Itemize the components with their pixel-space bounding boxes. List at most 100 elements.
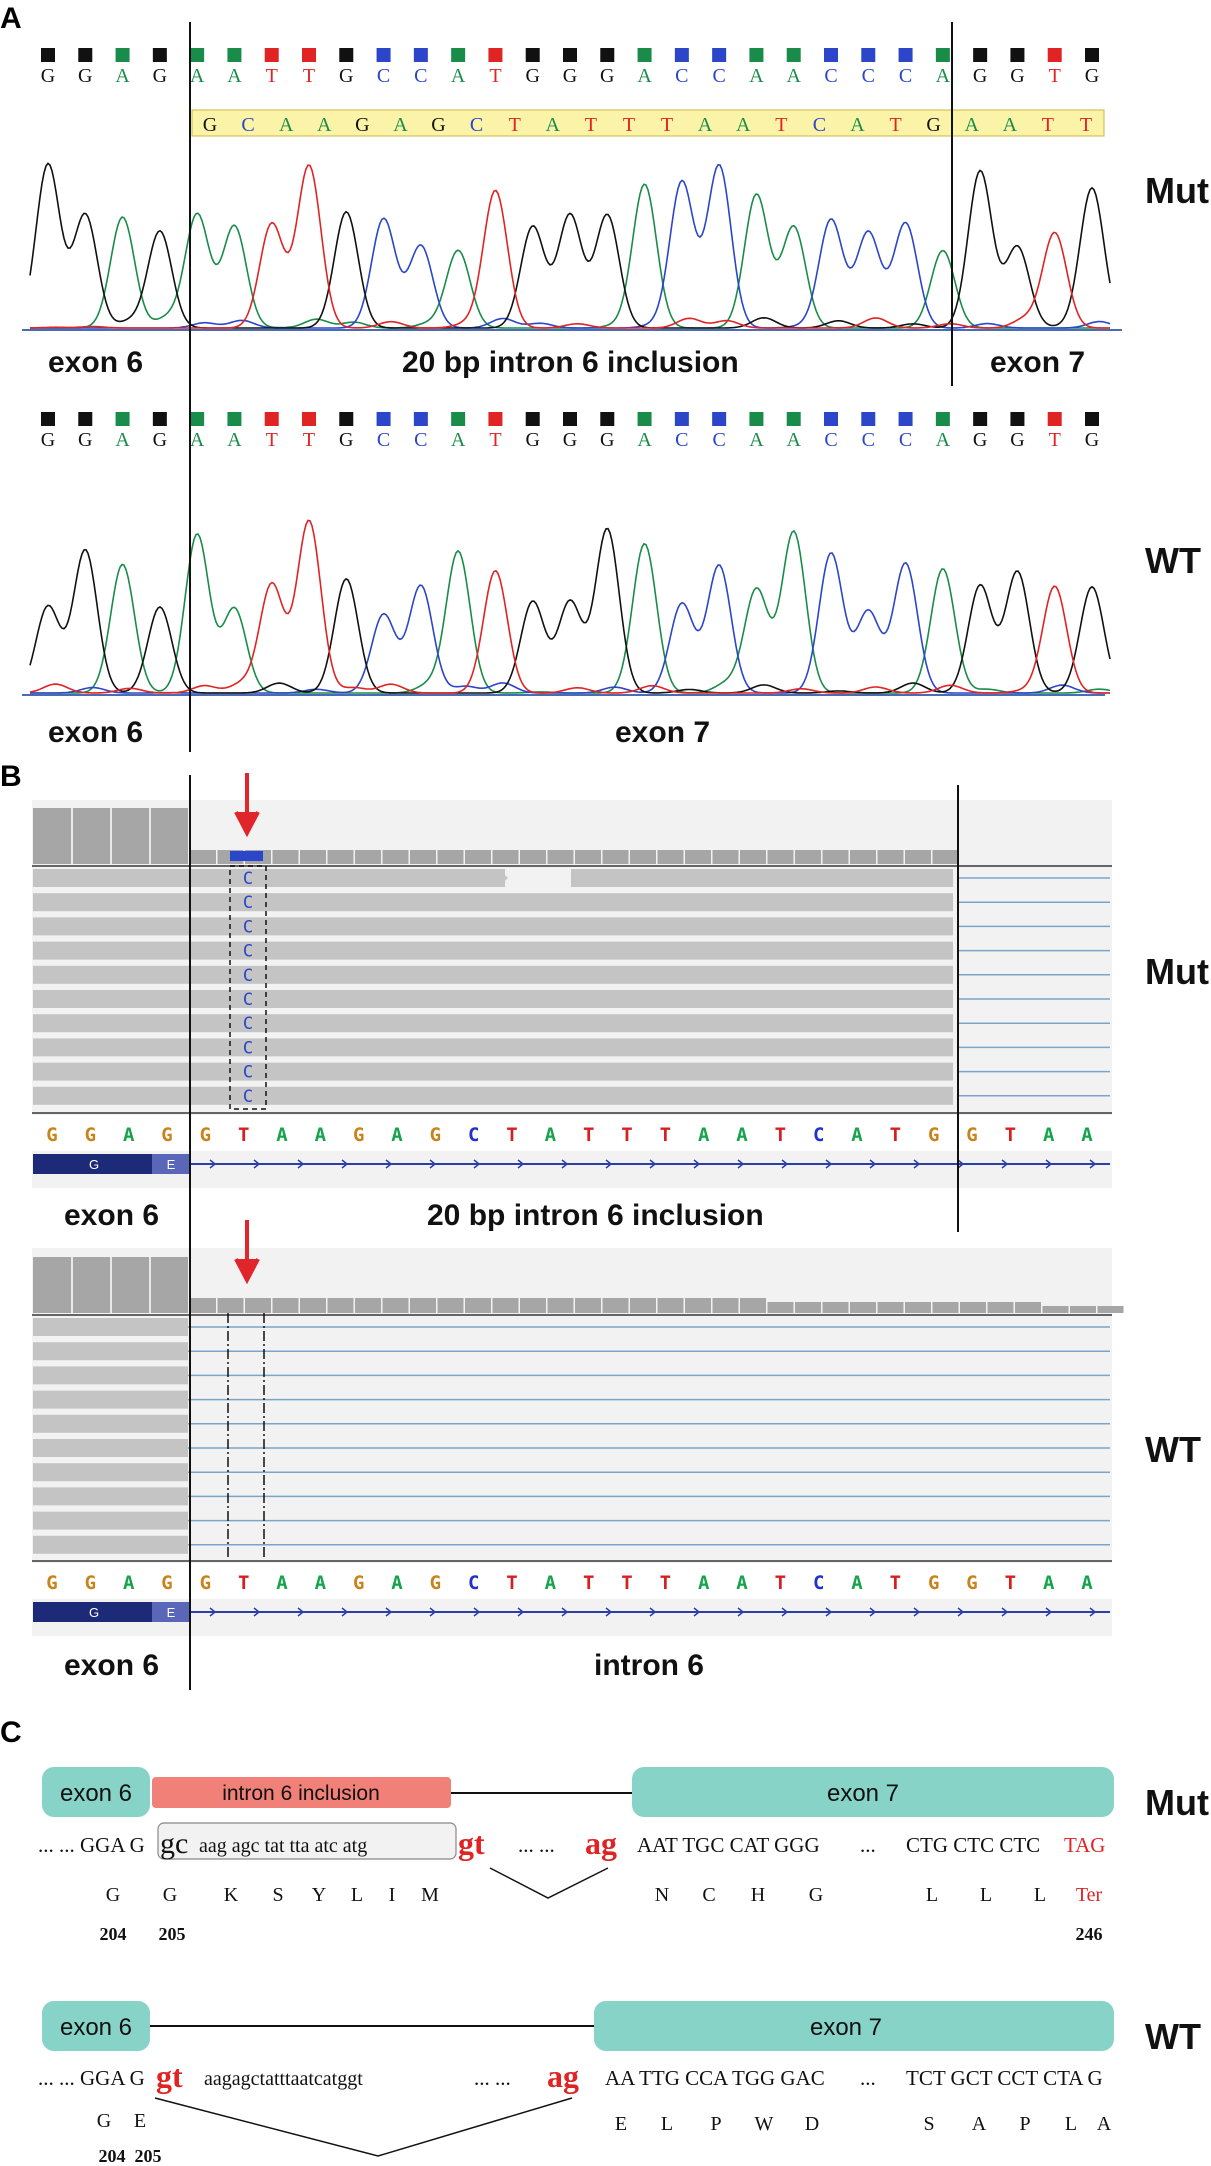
panel-a-label: A [0,2,22,35]
read-bar [33,1414,188,1433]
strand-chevron-icon [869,1159,877,1169]
c-wt-exon7-label: exon 7 [810,2014,882,2041]
reference-base: G [85,1572,96,1594]
coverage-bar [657,1298,684,1313]
mismatch-base: C [243,869,253,889]
base-call-letter: G [973,65,987,87]
coverage-bar [1070,1306,1096,1313]
gene-aa-label: G [89,1157,99,1172]
base-call-letter: A [227,429,242,451]
mismatch-base: C [243,990,253,1010]
c-mut-inclusion-seq-box [157,1822,457,1860]
base-call-letter: T [266,429,278,451]
coverage-bar [355,850,381,864]
reference-track-bg [32,1563,1112,1599]
base-call-square [227,48,242,62]
reference-base: T [660,1124,671,1146]
base-call-letter: G [339,65,353,87]
base-call-letter: C [414,429,427,451]
reference-base: T [775,1124,786,1146]
coverage-bar [547,1298,574,1313]
base-call-letter: C [862,429,875,451]
b-mut-region-inclusion: 20 bp intron 6 inclusion [427,1199,764,1232]
read-bar [33,869,953,887]
reference-base: T [506,1124,517,1146]
reference-base: C [813,1124,824,1146]
base-call-square [973,48,988,62]
base-call-square [152,48,167,62]
read-bar [33,1511,188,1530]
reference-base: T [238,1572,249,1594]
coverage-mismatch-bar [230,851,263,861]
reference-base: A [851,1572,863,1594]
read-gap [505,869,571,887]
amino-acid: Y [312,1884,326,1906]
reference-base: T [1005,1124,1016,1146]
strand-chevron-icon [781,1607,789,1617]
coverage-bar [245,1298,271,1313]
highlight-base: T [1080,114,1092,136]
strand-chevron-icon [825,1607,833,1617]
panel-c-label: C [0,1716,22,1749]
c-wt-seq-exon7-start: AA TTG CCA TGG GAC [605,2066,825,2090]
amino-acid: E [615,2113,627,2135]
base-call-square [637,412,652,426]
coverage-bar [300,1298,326,1313]
base-call-square [712,48,727,62]
base-call-letter: A [115,65,130,87]
c-mut-seq-acceptor: ag [585,1825,617,1861]
coverage-bar [795,1302,821,1313]
wt-tag: WT [1145,540,1201,581]
base-call-square [339,412,354,426]
c-mut-amino-acids: G G K S Y L I M N C H G L L L Ter 204 205 246 [100,1884,1103,1944]
base-call-square [898,412,913,426]
strand-chevron-icon [561,1607,569,1617]
strand-chevron-icon [1089,1159,1097,1169]
coverage-bar [1042,1306,1069,1313]
reference-base: G [46,1124,57,1146]
base-call-letter: A [936,65,951,87]
strand-chevron-icon [737,1607,745,1617]
residue-number: 246 [1076,1924,1103,1944]
base-call-letter: G [78,429,92,451]
base-call-letter: A [190,429,205,451]
base-call-square [376,412,391,426]
coverage-bar [327,850,354,864]
strand-chevron-icon [649,1607,657,1617]
amino-acid: G [106,1884,120,1906]
reference-base: G [430,1124,441,1146]
coverage-bar [300,850,326,864]
read-bar [33,1439,188,1457]
highlight-base: G [203,114,217,136]
strand-chevron-icon [825,1159,833,1169]
read-bar [33,1062,953,1081]
base-call-square [563,412,577,426]
coverage-bar [520,1298,546,1313]
c-mut-tag: Mut [1145,1782,1209,1823]
reference-base: G [966,1124,977,1146]
base-call-letter: C [414,65,427,87]
c-wt-splice-connector [154,2097,573,2157]
amino-acid: E [134,2110,146,2132]
wt-coverage-track [32,1257,1124,1316]
highlight-base: G [926,114,940,136]
strand-chevron-icon [385,1607,393,1617]
amino-acid: K [224,1884,239,1906]
highlight-base: A [393,114,408,136]
c-wt-seq-lead: ... ... GGA G [38,2066,145,2090]
base-call-letter: G [41,65,55,87]
reference-base: T [583,1124,594,1146]
reference-base: C [813,1572,824,1594]
strand-chevron-icon [781,1159,789,1169]
base-call-letter: G [525,65,539,87]
base-call-letter: T [303,65,315,87]
base-call-square [1047,412,1062,426]
residue-number: 205 [159,1924,186,1944]
base-call-letter: G [153,429,167,451]
base-call-letter: G [1085,65,1099,87]
